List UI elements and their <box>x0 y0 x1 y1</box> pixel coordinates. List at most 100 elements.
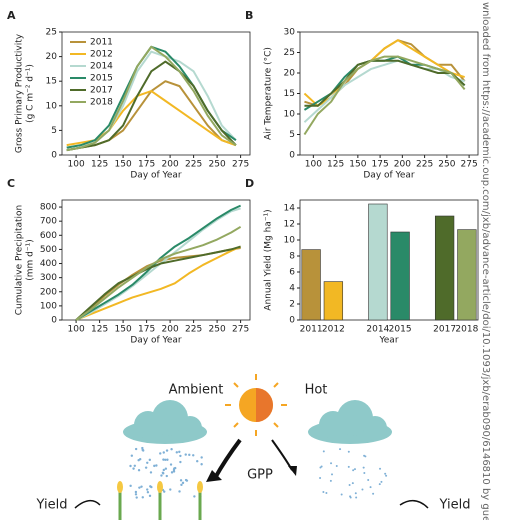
arrow <box>74 499 101 509</box>
series-line <box>75 245 241 321</box>
x-tick-label: 100 <box>68 325 85 335</box>
drop <box>179 479 183 482</box>
drop <box>148 494 152 498</box>
drop <box>141 446 144 450</box>
panel-label: C <box>7 177 15 190</box>
drop <box>363 471 366 474</box>
series-line <box>304 59 466 107</box>
y-tick-label: 8 <box>289 252 295 262</box>
drop <box>322 491 325 494</box>
label: GPP <box>247 468 273 483</box>
y-tick-label: 0 <box>289 316 295 326</box>
bar <box>434 215 455 321</box>
panel-label: B <box>245 9 253 22</box>
drop <box>135 496 138 499</box>
x-tick-label: 275 <box>232 160 249 170</box>
drop <box>347 465 350 468</box>
y-tick-label: 25 <box>284 48 295 58</box>
x-tick-label: 250 <box>209 325 226 335</box>
y-tick-label: 100 <box>40 301 57 311</box>
drop <box>169 488 172 491</box>
x-tick-label: 125 <box>91 325 108 335</box>
x-tick-label: 275 <box>461 160 478 170</box>
x-tick-label: 2012 <box>322 325 345 335</box>
drop <box>164 458 167 462</box>
drop <box>347 450 350 453</box>
drop <box>184 478 188 482</box>
x-axis-label: Day of Year <box>363 171 415 181</box>
y-axis-label: Air Temperature (°C) <box>264 47 274 140</box>
drop <box>352 469 355 472</box>
x-tick-label: 250 <box>438 160 455 170</box>
x-tick-label: 175 <box>372 160 389 170</box>
drop <box>362 466 365 469</box>
label: Hot <box>305 383 328 398</box>
drop <box>130 454 134 457</box>
y-tick-label: 15 <box>284 89 295 99</box>
x-tick-label: 125 <box>91 160 108 170</box>
tassels <box>117 481 203 493</box>
x-tick-label: 2011 <box>300 325 323 335</box>
drop <box>319 466 322 469</box>
drop <box>367 478 370 481</box>
x-tick-label: 2017 <box>433 325 456 335</box>
drop <box>161 471 165 474</box>
drop <box>348 483 351 486</box>
drop <box>134 493 138 496</box>
drop <box>179 460 182 464</box>
drop <box>129 484 132 488</box>
drop <box>179 454 182 458</box>
drop <box>349 496 352 499</box>
drop <box>355 496 358 499</box>
x-tick-label: 100 <box>68 160 85 170</box>
drop <box>325 491 328 494</box>
y-tick-label: 30 <box>284 28 296 38</box>
x-axis-label: Day of Year <box>130 171 182 181</box>
drop <box>180 483 183 487</box>
drop <box>165 449 169 452</box>
drop <box>144 466 148 469</box>
y-tick-label: 10 <box>284 236 296 246</box>
drop <box>174 466 177 470</box>
drop <box>340 493 343 496</box>
diagram: Ambient Hot GPP Yield Yield <box>36 374 471 520</box>
drop <box>364 455 367 458</box>
y-tick-label: 15 <box>46 77 57 87</box>
drop <box>170 448 173 451</box>
y-tick-label: 20 <box>284 69 296 79</box>
panel-label: A <box>7 9 16 22</box>
drop <box>146 488 149 491</box>
series-line <box>66 45 237 152</box>
drop <box>139 457 142 461</box>
drop <box>192 454 195 457</box>
panel-label: D <box>245 177 254 190</box>
y-tick-label: 500 <box>40 245 57 255</box>
drop <box>175 451 179 454</box>
label: Yield <box>439 498 471 513</box>
x-tick-label: 150 <box>349 160 366 170</box>
drop <box>159 452 162 455</box>
sun-rays <box>225 374 287 436</box>
arrow <box>213 438 242 479</box>
bar <box>368 203 388 321</box>
y-tick-label: 2 <box>289 300 295 310</box>
drop <box>146 491 150 494</box>
y-tick-label: 200 <box>40 287 57 297</box>
arrow-head <box>288 466 297 476</box>
legend-label: 2017 <box>90 86 113 96</box>
series-line <box>66 60 237 152</box>
x-axis-label: Day of Year <box>130 336 182 346</box>
drop <box>385 474 388 477</box>
series-line <box>75 225 242 321</box>
drop <box>153 464 156 468</box>
drop <box>351 482 354 485</box>
label: Yield <box>36 498 68 513</box>
series-line <box>75 245 242 321</box>
drop <box>354 492 357 495</box>
drop <box>384 472 387 475</box>
drop <box>162 458 165 461</box>
drop <box>380 480 383 483</box>
x-tick-label: 225 <box>416 160 433 170</box>
drop <box>329 479 332 482</box>
